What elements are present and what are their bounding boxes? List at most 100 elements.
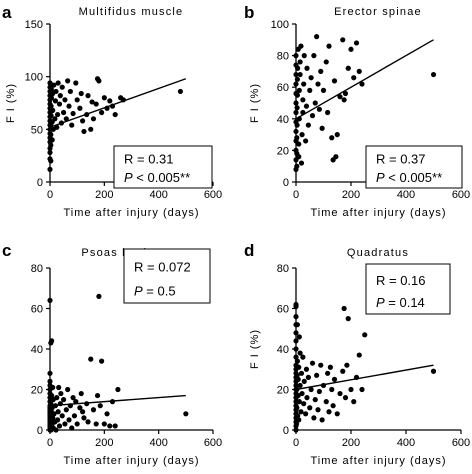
data-point [62, 97, 68, 103]
data-point [305, 374, 311, 380]
stats-p-symbol: P [124, 170, 133, 185]
data-point [315, 407, 321, 413]
data-point [345, 65, 351, 71]
y-tick-label: 80 [277, 51, 289, 63]
x-tick-label: 200 [95, 437, 113, 449]
fit-line [49, 78, 187, 128]
data-point [48, 158, 54, 164]
data-point [293, 100, 299, 106]
data-point [107, 423, 113, 429]
data-point [99, 358, 105, 364]
y-tick-label: 40 [277, 344, 289, 356]
panel-letter: a [2, 3, 12, 22]
data-point [293, 53, 299, 59]
data-point [308, 75, 314, 81]
stats-p-rest: < 0.005** [133, 170, 190, 185]
data-point [331, 376, 338, 382]
data-point [309, 360, 316, 366]
data-point [341, 305, 347, 312]
panel-letter: c [2, 241, 11, 260]
data-point [331, 78, 338, 84]
stats-box [365, 263, 451, 315]
data-point [101, 421, 107, 427]
panel-title: Quadratus [347, 247, 409, 259]
data-point [295, 413, 301, 419]
data-point [304, 65, 310, 71]
data-point [359, 81, 365, 87]
data-point [333, 154, 339, 160]
data-point [334, 132, 340, 138]
x-tick-label: 600 [452, 189, 470, 201]
data-point [52, 98, 59, 104]
x-tick-label: 600 [204, 437, 222, 449]
data-point [293, 421, 300, 427]
stats-r-value: R = 0.37 [376, 152, 426, 167]
data-point [314, 34, 320, 40]
data-point [294, 105, 300, 111]
data-point [316, 106, 322, 112]
data-point [295, 376, 301, 382]
data-point [359, 386, 365, 393]
panel-d: d Quadratus 0 20 40 60 80 0 200 400 600 Time after … [244, 241, 470, 467]
data-point [356, 352, 362, 358]
y-tick-label: 150 [25, 19, 43, 31]
data-point [62, 421, 68, 427]
data-point [319, 417, 325, 423]
data-point [52, 116, 58, 122]
data-point [88, 126, 94, 132]
data-point [55, 111, 61, 118]
x-tick-label: 600 [204, 189, 222, 201]
y-tick-label: 0 [37, 177, 43, 189]
data-point [78, 390, 84, 397]
data-point [78, 90, 84, 97]
data-point [316, 388, 322, 395]
data-point [59, 84, 65, 90]
panel-letter: d [244, 241, 254, 260]
stats-p-rest: < 0.005** [385, 170, 442, 185]
data-point [97, 403, 103, 409]
data-point [312, 100, 318, 106]
data-point [323, 59, 329, 65]
data-point [301, 53, 307, 59]
data-point [298, 43, 304, 49]
data-point [307, 405, 313, 411]
data-point [54, 395, 60, 401]
data-point [293, 109, 299, 116]
data-point [303, 411, 309, 417]
data-point [299, 132, 305, 138]
data-point [294, 76, 300, 82]
data-point [327, 364, 333, 370]
data-point [314, 372, 320, 378]
data-point [294, 372, 300, 378]
y-tick-label: 20 [31, 385, 43, 397]
data-point [96, 293, 102, 299]
data-point [50, 384, 56, 391]
data-point [58, 390, 64, 397]
stats-p-rest: = 0.5 [143, 283, 176, 298]
data-point [296, 399, 302, 405]
data-point [293, 301, 299, 308]
data-point [104, 411, 110, 417]
data-point [53, 427, 59, 433]
data-point [319, 125, 325, 131]
stats-box [113, 145, 213, 189]
data-point [325, 109, 331, 116]
data-point [90, 407, 97, 413]
data-point [89, 99, 95, 105]
data-point [301, 378, 307, 384]
data-point [85, 419, 91, 425]
x-tick-label: 400 [149, 437, 167, 449]
data-point [318, 68, 324, 74]
data-point [73, 399, 79, 405]
data-point [430, 368, 437, 374]
data-point [66, 417, 72, 423]
data-point [293, 81, 299, 87]
stats-box [123, 248, 211, 304]
y-tick-label: 40 [31, 344, 43, 356]
data-point [296, 141, 302, 147]
data-point [353, 40, 360, 46]
data-point [50, 107, 56, 113]
y-tick-label: 20 [277, 385, 289, 397]
y-tick-label: 20 [277, 145, 289, 157]
data-point [325, 370, 331, 376]
